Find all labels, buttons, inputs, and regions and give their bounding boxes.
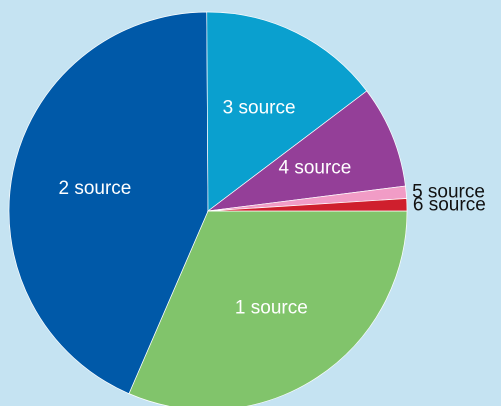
pie-label-4-source: 4 source (278, 158, 351, 179)
pie-slice-6-source (207, 198, 408, 212)
pie-label-1-source: 1 source (235, 297, 308, 318)
pie-label-2-source: 2 source (58, 178, 131, 199)
pie-label-5-source: 5 source (412, 182, 485, 203)
pie-slice-2-source (8, 11, 209, 395)
pie-label-6-source: 6 source (413, 195, 486, 216)
pie-label-3-source: 3 source (223, 98, 296, 119)
pie-slice-3-source (206, 11, 368, 212)
pie-slice-1-source (128, 210, 408, 406)
pie-labels: 1 source 2 source 3 source 4 source 5 source… (58, 98, 485, 319)
pie-slices (8, 11, 408, 406)
pie-slice-4-source (206, 90, 406, 212)
